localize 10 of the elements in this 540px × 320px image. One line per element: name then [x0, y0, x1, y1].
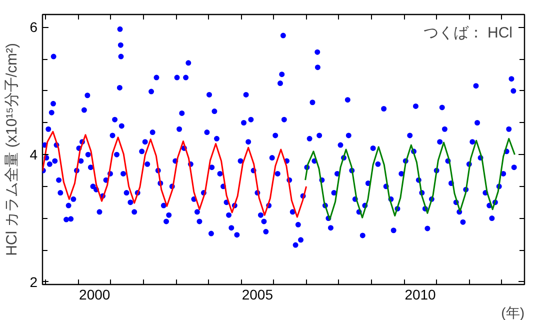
x-tick-label: 2005 [242, 286, 274, 302]
line-series [42, 130, 308, 218]
line-series [304, 138, 516, 220]
x-tick-label: 2010 [404, 286, 436, 302]
x-tick-label: 2000 [79, 286, 110, 302]
y-axis-title: HCl カラム全量 (x10¹⁵分子/cm²) [4, 43, 21, 256]
y-tick-label: 6 [30, 19, 38, 36]
y-tick-label: 4 [30, 146, 38, 163]
annotation: つくば： HCl [423, 24, 513, 42]
y-tick-label: 2 [30, 274, 38, 290]
